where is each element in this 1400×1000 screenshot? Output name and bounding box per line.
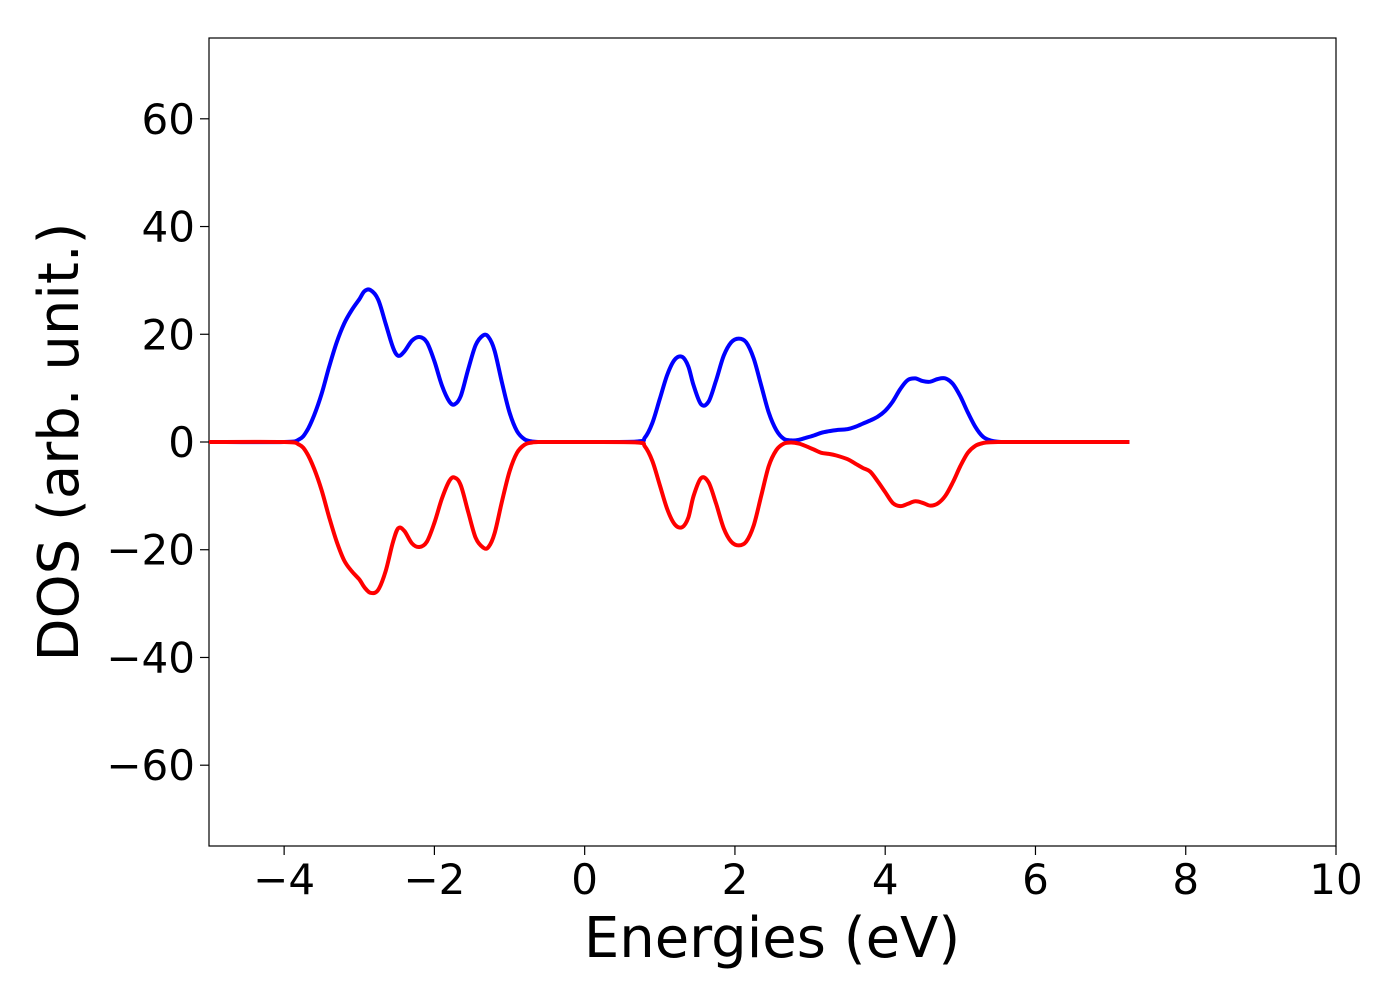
y-tick-label: 0	[168, 418, 195, 467]
x-tick-label: −4	[253, 855, 315, 904]
x-tick-label: 4	[872, 855, 899, 904]
x-tick-label: 10	[1309, 855, 1362, 904]
y-tick-label: −20	[106, 526, 195, 575]
y-axis-label: DOS (arb. unit.)	[27, 222, 92, 661]
y-tick-label: 20	[142, 310, 195, 359]
x-axis-ticks: −4 −2 0 2 4 6 8 10	[253, 846, 1363, 904]
x-tick-label: 2	[722, 855, 749, 904]
y-tick-label: 60	[142, 95, 195, 144]
x-tick-label: 6	[1022, 855, 1049, 904]
x-tick-label: 8	[1172, 855, 1199, 904]
y-tick-label: −60	[106, 741, 195, 790]
x-tick-label: 0	[571, 855, 598, 904]
series-line-1	[208, 287, 1130, 445]
y-axis-ticks: 60 40 20 0 −20 −40 −60	[106, 95, 209, 790]
y-tick-label: 40	[142, 203, 195, 252]
x-tick-label: −2	[403, 855, 465, 904]
x-axis-label: Energies (eV)	[584, 906, 960, 971]
series-line-2	[208, 439, 1130, 596]
series-layer	[208, 287, 1130, 596]
plot-frame	[208, 37, 1337, 847]
y-tick-label: −40	[106, 633, 195, 682]
